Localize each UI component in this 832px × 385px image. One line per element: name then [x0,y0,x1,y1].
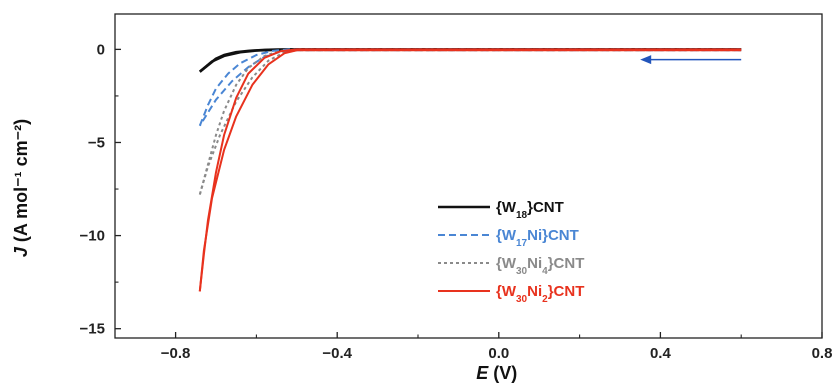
series-line [198,48,742,127]
axis-ticks: −0.8 −0.4 0.0 0.4 0.8 0 −5 −10 −15 [80,41,832,362]
legend-label: {W30Ni2}CNT [496,283,584,305]
series-line [198,49,742,292]
series-line [198,49,742,195]
series-line [198,48,742,73]
x-tick-label: 0.8 [812,345,832,362]
series-line [198,48,742,73]
x-tick-label: 0.0 [488,345,509,362]
x-tick-label: −0.4 [322,345,352,362]
legend-label: {W18}CNT [496,199,564,221]
y-tick-label: −5 [88,134,105,151]
legend: {W18}CNT {W17Ni}CNT {W30Ni4}CNT {W30Ni2}CNT [438,199,584,305]
x-tick-label: 0.4 [650,345,672,362]
y-tick-label: −15 [80,321,105,338]
scan-arrow-head [640,55,652,65]
series-line [198,48,742,292]
x-axis-title: E (V) [476,363,517,383]
series-group [198,48,742,292]
x-tick-label: −0.8 [161,345,191,362]
series-line [198,49,742,127]
plot-border [114,13,823,339]
series-line [198,48,742,195]
plot-frame [114,13,823,339]
y-tick-label: −10 [80,228,105,245]
y-tick-label: 0 [97,41,105,58]
legend-label: {W30Ni4}CNT [496,255,584,277]
scan-direction [640,55,742,65]
axis-titles: E (V) J (A mol⁻¹ cm⁻²) [11,119,517,383]
legend-label: {W17Ni}CNT [496,227,579,249]
y-axis-title: J (A mol⁻¹ cm⁻²) [11,119,31,257]
